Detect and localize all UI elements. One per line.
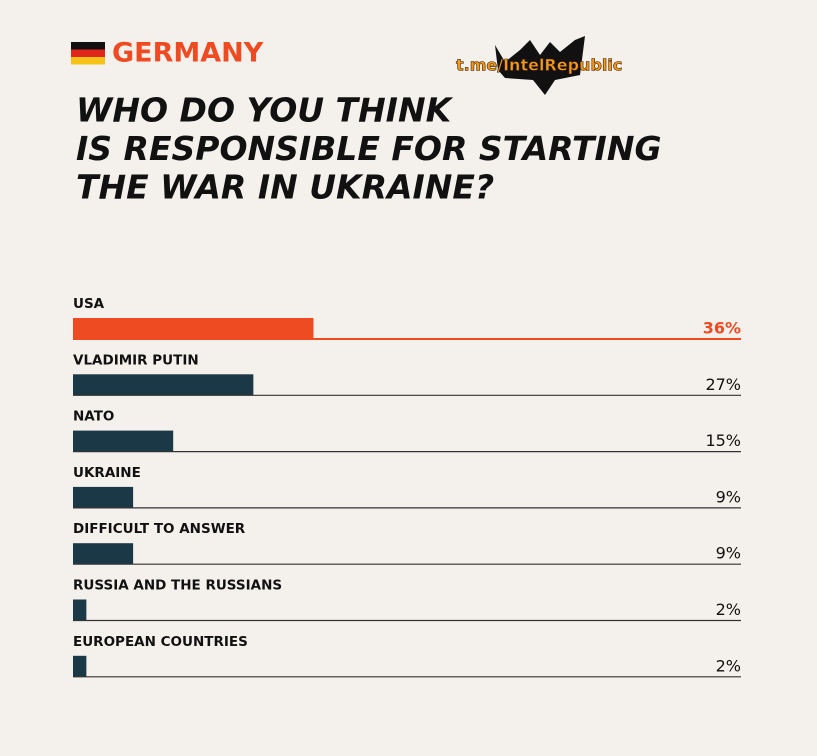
value-label: 2% [716, 600, 741, 619]
bar [73, 543, 134, 565]
watermark: t.me/IntelRepublic [456, 56, 622, 75]
category-label: RUSSIA AND THE RUSSIANS [73, 578, 282, 594]
title-line: IS RESPONSIBLE FOR STARTING [76, 129, 662, 168]
bar [73, 599, 87, 621]
country: GERMANY [112, 38, 264, 69]
bar [73, 318, 314, 339]
bat-logo [495, 36, 585, 95]
value-label: 36% [703, 319, 741, 338]
value-label: 2% [716, 656, 741, 675]
plot: USA 36% VLADIMIR PUTIN 27% NATO 15% UKRAINE 9% D… [73, 296, 741, 678]
bar [73, 486, 134, 508]
category-label: VLADIMIR PUTIN [73, 352, 199, 368]
value-label: 15% [705, 431, 741, 450]
bar [73, 655, 87, 677]
title-line: WHO DO YOU THINK [76, 91, 454, 130]
title-line: THE WAR IN UKRAINE? [76, 168, 494, 207]
category-label: UKRAINE [73, 465, 141, 481]
category-label: EUROPEAN COUNTRIES [73, 634, 248, 650]
category-label: USA [73, 296, 105, 312]
category-label: NATO [73, 409, 114, 425]
bar [73, 374, 254, 396]
value-label: 27% [705, 375, 741, 394]
value-label: 9% [716, 487, 741, 506]
category-label: DIFFICULT TO ANSWER [73, 521, 246, 537]
bar [73, 430, 174, 452]
flag [71, 42, 105, 65]
value-label: 9% [716, 544, 741, 563]
